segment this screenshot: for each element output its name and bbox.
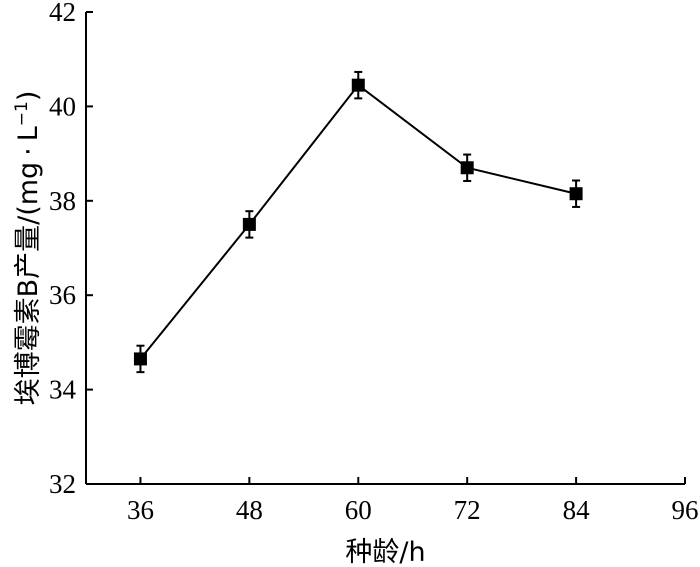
data-point-marker xyxy=(569,187,583,201)
y-axis-title-unit: L xyxy=(13,126,44,141)
x-tick-label: 48 xyxy=(236,495,263,525)
x-tick-label: 84 xyxy=(563,495,591,525)
y-axis-title-sep: · xyxy=(13,147,44,156)
x-tick-label: 36 xyxy=(127,495,154,525)
ticks: 32 34 36 38 40 42 36 48 60 72 84 96 xyxy=(49,0,699,525)
y-tick-label: 40 xyxy=(49,91,76,121)
x-tick-label: 60 xyxy=(345,495,372,525)
series-line xyxy=(139,83,577,360)
y-tick-label: 34 xyxy=(49,375,77,405)
data-point-marker xyxy=(460,161,474,175)
y-axis-title-sup: −1 xyxy=(12,101,32,126)
y-tick-label: 38 xyxy=(49,186,76,216)
y-tick-label: 42 xyxy=(49,0,76,27)
data-point-marker xyxy=(242,217,256,231)
y-axis-title-close: ) xyxy=(13,91,44,102)
y-axis-title: 埃博霉素B产量/(mg · L−1) xyxy=(12,91,44,406)
x-tick-label: 72 xyxy=(454,495,481,525)
data-point-marker xyxy=(351,78,365,92)
axes xyxy=(85,12,685,485)
x-tick-label: 96 xyxy=(672,495,699,525)
y-tick-label: 36 xyxy=(49,280,76,310)
data-point-marker xyxy=(133,352,147,366)
y-tick-label: 32 xyxy=(49,469,76,499)
y-axis-title-main: 埃博霉素B产量/(mg xyxy=(13,162,44,406)
series xyxy=(133,70,583,374)
x-axis-title: 种龄/h xyxy=(345,537,425,567)
